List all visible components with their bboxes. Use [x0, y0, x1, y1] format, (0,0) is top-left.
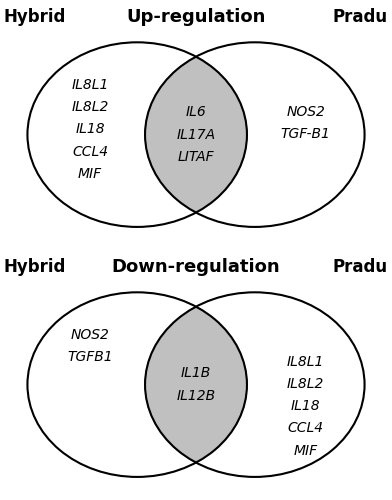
Text: Pradu: Pradu	[333, 8, 388, 26]
Text: Down-regulation: Down-regulation	[112, 258, 280, 276]
Text: Pradu: Pradu	[333, 258, 388, 276]
Text: LITAF: LITAF	[178, 150, 214, 164]
Text: Up-regulation: Up-regulation	[126, 8, 266, 26]
Text: IL1B: IL1B	[181, 366, 211, 380]
Text: NOS2: NOS2	[286, 104, 325, 118]
Text: IL12B: IL12B	[176, 389, 216, 403]
Text: IL18: IL18	[291, 399, 321, 413]
Ellipse shape	[27, 42, 247, 227]
Ellipse shape	[27, 292, 247, 477]
Ellipse shape	[145, 292, 365, 477]
Text: CCL4: CCL4	[72, 144, 108, 158]
Text: TGFB1: TGFB1	[67, 350, 113, 364]
Text: NOS2: NOS2	[71, 328, 110, 342]
Ellipse shape	[145, 42, 365, 227]
Text: Hybrid: Hybrid	[4, 8, 66, 26]
Text: MIF: MIF	[78, 167, 102, 181]
Polygon shape	[145, 56, 247, 212]
Text: MIF: MIF	[294, 444, 318, 458]
Text: IL8L2: IL8L2	[287, 377, 325, 391]
Polygon shape	[145, 306, 247, 462]
Text: IL18: IL18	[75, 122, 105, 136]
Text: Hybrid: Hybrid	[4, 258, 66, 276]
Text: CCL4: CCL4	[288, 422, 324, 436]
Text: IL8L2: IL8L2	[71, 100, 109, 114]
Text: IL6: IL6	[186, 106, 206, 120]
Text: TGF-B1: TGF-B1	[281, 127, 331, 141]
Text: IL8L1: IL8L1	[71, 78, 109, 92]
Text: IL8L1: IL8L1	[287, 354, 325, 368]
Text: IL17A: IL17A	[176, 128, 216, 141]
